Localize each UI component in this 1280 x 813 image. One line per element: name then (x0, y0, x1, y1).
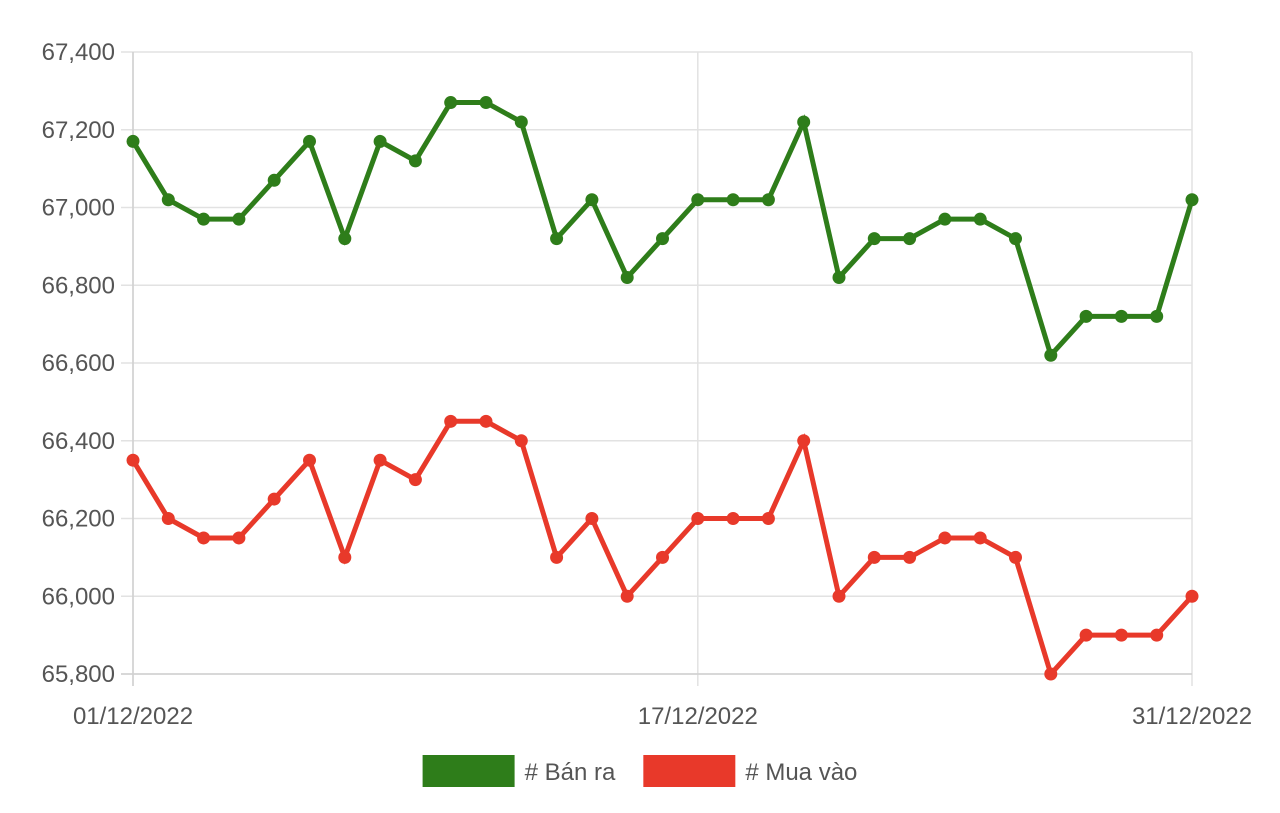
data-point[interactable] (585, 193, 599, 207)
legend-item[interactable]: # Bán ra (422, 755, 616, 787)
grid-layer (121, 51, 1193, 686)
y-tick-label: 67,200 (42, 117, 115, 144)
series-1 (126, 414, 1199, 681)
data-point[interactable] (514, 115, 528, 129)
data-point[interactable] (1044, 667, 1058, 681)
data-point[interactable] (1185, 589, 1199, 603)
data-point[interactable] (408, 154, 422, 168)
series-line (130, 100, 1195, 361)
x-tick-label: 31/12/2022 (1132, 703, 1252, 730)
data-point[interactable] (303, 453, 316, 467)
data-point[interactable] (373, 453, 387, 467)
data-point[interactable] (620, 270, 634, 284)
data-point[interactable] (938, 212, 952, 226)
y-tick-label: 66,600 (42, 350, 115, 377)
data-point[interactable] (373, 134, 387, 148)
data-point[interactable] (938, 531, 952, 545)
data-point[interactable] (1114, 628, 1128, 642)
legend-swatch (643, 755, 736, 787)
data-point[interactable] (1150, 309, 1164, 323)
data-point[interactable] (338, 232, 352, 246)
data-point[interactable] (514, 434, 528, 448)
data-point[interactable] (761, 512, 775, 525)
legend-item[interactable]: # Mua vào (643, 755, 857, 787)
data-point[interactable] (656, 232, 669, 246)
y-tick-label: 66,800 (42, 272, 115, 299)
data-point[interactable] (973, 531, 987, 545)
data-point[interactable] (832, 270, 846, 284)
data-point[interactable] (1114, 309, 1128, 323)
series-line (130, 418, 1195, 679)
legend[interactable]: # Bán ra # Mua vào (422, 755, 858, 787)
data-point[interactable] (1150, 628, 1164, 642)
data-point[interactable] (832, 589, 846, 603)
x-tick-label: 01/12/2022 (73, 703, 193, 730)
y-tick-label: 65,800 (42, 661, 115, 688)
y-tick-label: 66,000 (42, 583, 115, 610)
series-0 (126, 96, 1199, 362)
data-point[interactable] (479, 96, 493, 110)
data-point[interactable] (797, 115, 811, 129)
data-point[interactable] (550, 232, 564, 246)
data-point[interactable] (761, 193, 775, 207)
data-point[interactable] (797, 434, 811, 448)
y-tick-label: 66,400 (42, 428, 115, 455)
data-point[interactable] (303, 134, 316, 148)
data-point[interactable] (338, 550, 352, 564)
data-point[interactable] (550, 550, 564, 564)
data-point[interactable] (267, 173, 281, 187)
data-point[interactable] (691, 512, 705, 525)
y-tick-label: 67,000 (42, 195, 115, 222)
data-point[interactable] (161, 193, 175, 207)
data-point[interactable] (197, 531, 211, 545)
data-point[interactable] (691, 193, 705, 207)
data-point[interactable] (161, 512, 175, 525)
data-point[interactable] (656, 550, 669, 564)
data-point[interactable] (1079, 309, 1093, 323)
data-point[interactable] (620, 589, 634, 603)
data-point[interactable] (232, 212, 246, 226)
data-point[interactable] (973, 212, 987, 226)
data-point[interactable] (867, 232, 881, 246)
data-point[interactable] (232, 531, 246, 545)
data-point[interactable] (867, 550, 881, 564)
y-tick-label: 66,200 (42, 506, 115, 533)
data-point[interactable] (1185, 193, 1199, 207)
data-point[interactable] (1079, 628, 1093, 642)
series-layer (126, 96, 1199, 681)
y-tick-label: 67,400 (42, 39, 115, 66)
data-point[interactable] (1044, 348, 1058, 362)
data-point[interactable] (267, 492, 281, 506)
data-point[interactable] (408, 473, 422, 487)
data-point[interactable] (726, 512, 740, 525)
legend-label: # Mua vào (745, 759, 857, 786)
data-point[interactable] (1009, 550, 1022, 564)
data-point[interactable] (444, 414, 458, 428)
data-point[interactable] (726, 193, 740, 207)
data-point[interactable] (197, 212, 211, 226)
legend-label: # Bán ra (525, 759, 616, 786)
axis-layer: 65,800 66,000 66,200 66,400 66,600 66,800 67,0… (42, 39, 1252, 730)
data-point[interactable] (903, 232, 917, 246)
data-point[interactable] (126, 134, 140, 148)
x-tick-label: 17/12/2022 (638, 703, 758, 730)
data-point[interactable] (479, 414, 493, 428)
data-point[interactable] (1009, 232, 1022, 246)
data-point[interactable] (126, 453, 140, 467)
legend-swatch (422, 755, 515, 787)
data-point[interactable] (585, 512, 599, 525)
data-point[interactable] (903, 550, 917, 564)
data-point[interactable] (444, 96, 458, 110)
